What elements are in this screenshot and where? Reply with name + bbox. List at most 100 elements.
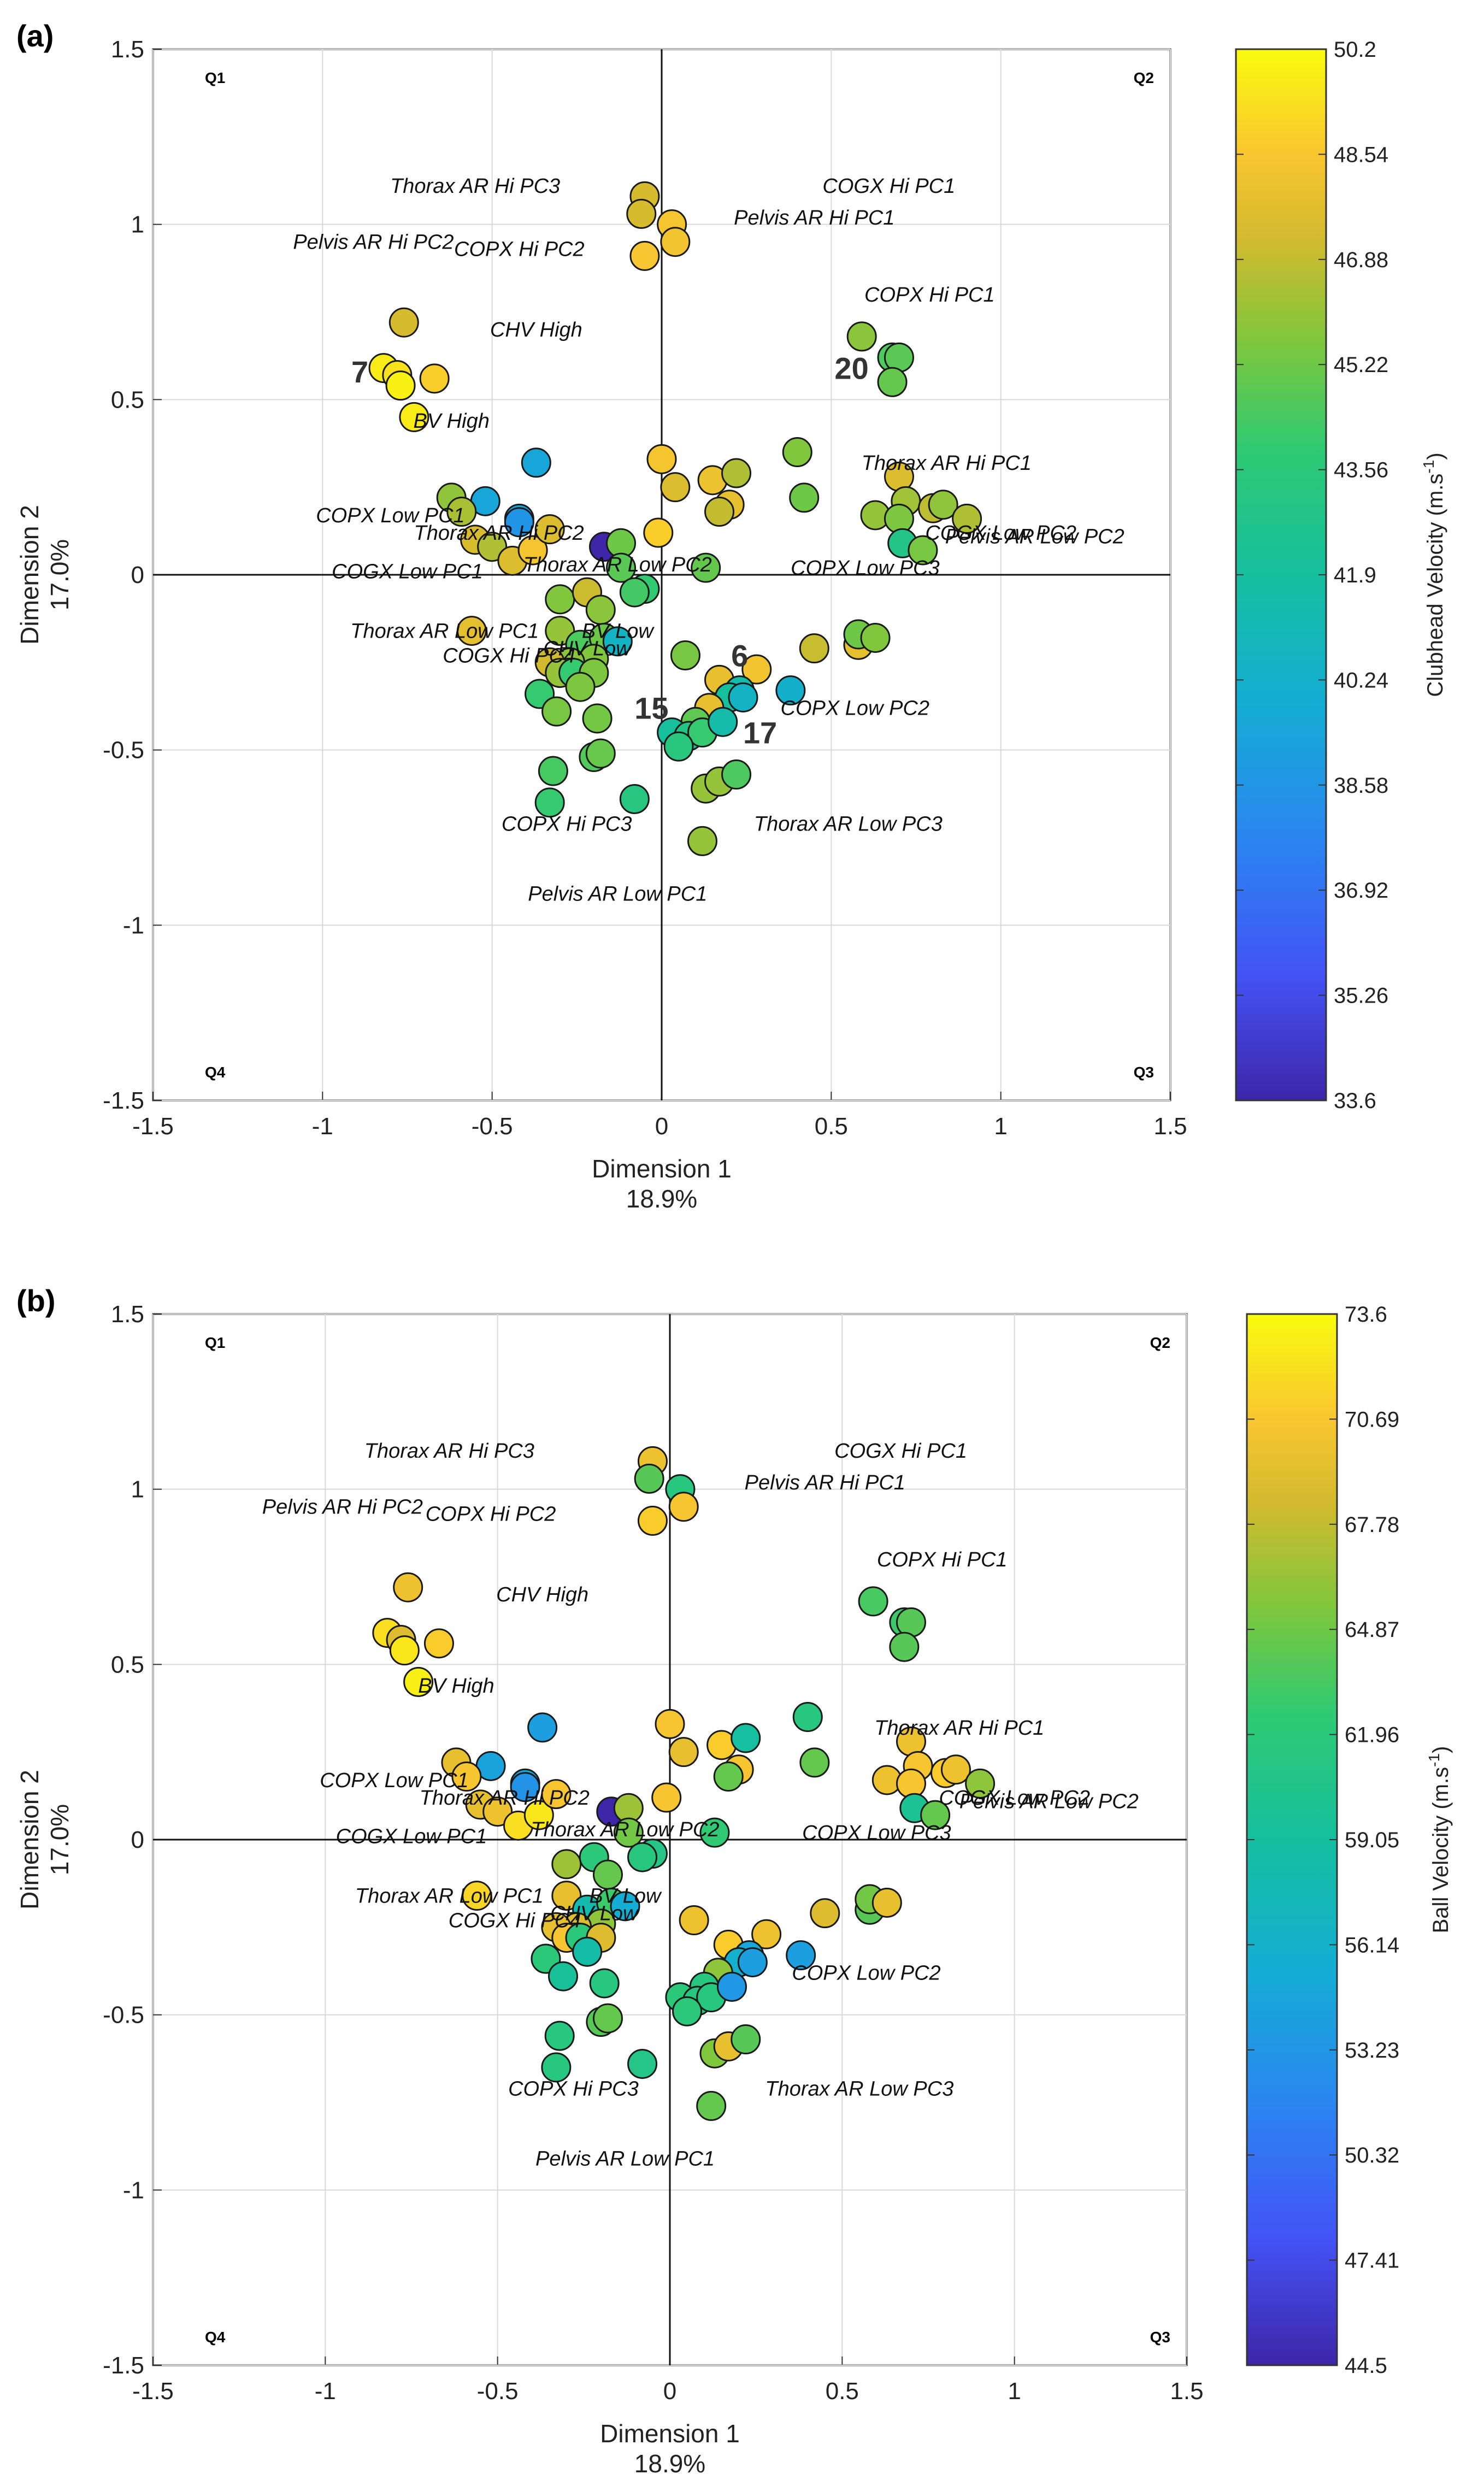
data-point	[582, 703, 613, 734]
data-point	[691, 552, 721, 583]
colorbar	[1246, 1313, 1338, 2366]
annotation-label: CHV Low	[543, 638, 632, 661]
y-axis-label: Dimension 2	[15, 1770, 44, 1910]
data-point	[504, 507, 534, 538]
data-point	[389, 1635, 420, 1666]
quadrant-label: Q2	[1134, 69, 1154, 86]
annotation-label: Pelvis AR Low PC1	[528, 883, 707, 906]
quadrant-label: Q4	[205, 1064, 226, 1081]
annotation-label: CHV Low	[550, 1902, 639, 1925]
data-point	[610, 1891, 640, 1922]
data-point	[626, 198, 657, 229]
annotation-label: COPX Hi PC1	[877, 1548, 1008, 1571]
quadrant-label: Q1	[205, 69, 225, 86]
colorbar-tick-label: 73.6	[1345, 1303, 1387, 1327]
x-tick-label: -0.5	[477, 2378, 519, 2405]
colorbar-tick-label: 67.78	[1345, 1513, 1399, 1537]
data-point	[668, 1492, 699, 1522]
colorbar	[1235, 48, 1327, 1101]
x-axis-label: Dimension 1	[592, 1154, 732, 1183]
colorbar-tick-label: 45.22	[1334, 353, 1388, 377]
annotation-label: Pelvis AR Hi PC2	[293, 231, 454, 254]
data-point	[388, 307, 419, 338]
annotation-label: CHV High	[490, 319, 582, 341]
data-point	[699, 1817, 730, 1848]
data-point	[456, 616, 487, 646]
data-point	[799, 633, 829, 664]
y-tick-label: 0	[131, 562, 144, 588]
quadrant-labels: Q1 Q2 Q3 Q4	[205, 1334, 1170, 2346]
data-point	[534, 787, 565, 818]
data-point	[627, 2048, 658, 2079]
y-axis-pct: 17.0%	[45, 1804, 74, 1875]
data-point	[565, 671, 596, 702]
data-point	[651, 1782, 682, 1813]
y-axis-pct: 17.0%	[45, 539, 74, 610]
data-point	[940, 1754, 971, 1785]
annotation-label: COPX Low PC1	[320, 1769, 468, 1792]
annotation-label: Thorax AR Low PC3	[754, 812, 943, 835]
annotation-label: COPX Low PC2	[781, 697, 929, 720]
colorbar-tick-label: 33.6	[1334, 1089, 1376, 1113]
data-point	[721, 458, 752, 488]
colorbar-tick-label: 56.14	[1345, 1933, 1399, 1957]
y-tick-label: 1	[131, 1476, 144, 1503]
y-tick-label: 0.5	[111, 386, 144, 413]
colorbar-tick-label: 47.41	[1345, 2249, 1399, 2273]
x-tick-label: 0	[655, 1113, 668, 1140]
data-point	[510, 1772, 540, 1802]
x-tick-labels: -1.5 -1 -0.5 0 0.5 1 1.5	[132, 1113, 1187, 1140]
x-tick-label: 1.5	[1170, 2378, 1203, 2405]
participant-label: 7	[351, 355, 368, 389]
data-point	[789, 482, 820, 513]
panel-a: (a) -1.5 -1 -0.5 0 0.5 1 1.5 -1.5 -1 -0.5 0 0.5 1 1.…	[15, 19, 1447, 1213]
annotation-label: Thorax AR Hi PC3	[364, 1440, 534, 1463]
colorbar-tick-label: 36.92	[1334, 879, 1388, 903]
data-point	[613, 1817, 644, 1848]
data-point	[810, 1898, 840, 1929]
data-point	[637, 1505, 668, 1536]
participant-label: 15	[634, 691, 668, 726]
colorbar-tick-label: 70.69	[1345, 1407, 1399, 1431]
data-point	[687, 826, 717, 856]
data-point	[446, 497, 477, 527]
x-axis-pct: 18.9%	[626, 1185, 697, 1213]
colorbar-ticks: 50.2 48.54 46.88 45.22 43.56 41.9 40.24 38.58 36…	[1236, 38, 1388, 1113]
data-point	[399, 402, 429, 432]
quadrant-labels: Q1 Q2 Q3 Q4	[205, 69, 1154, 1081]
colorbar-tick-label: 59.05	[1345, 1828, 1399, 1852]
y-tick-label: -1	[123, 2177, 144, 2204]
colorbar-label: Clubhead Velocity (m.s-1)	[1420, 452, 1447, 697]
x-tick-label: -1	[312, 1113, 333, 1140]
y-tick-label: 1.5	[111, 36, 144, 63]
quadrant-label: Q2	[1150, 1334, 1170, 1351]
y-tick-label: 0.5	[111, 1651, 144, 1678]
data-point	[871, 1887, 902, 1918]
data-point	[521, 447, 551, 478]
data-point	[792, 1702, 823, 1733]
annotation-label: Pelvis AR Low PC2	[959, 1790, 1139, 1813]
data-point	[551, 1849, 582, 1880]
data-point	[403, 1666, 434, 1697]
y-tick-label: -1.5	[103, 2352, 144, 2379]
x-tick-label: 1	[1008, 2378, 1021, 2405]
data-point	[451, 1762, 482, 1792]
data-point	[655, 1709, 685, 1739]
annotation-label: COPX Hi PC1	[864, 284, 995, 307]
data-point	[643, 517, 674, 548]
data-point	[541, 2052, 572, 2083]
data-points	[368, 181, 982, 856]
data-point	[858, 1586, 888, 1617]
data-point	[704, 497, 735, 527]
y-tick-label: 1.5	[111, 1301, 144, 1328]
y-tick-labels: -1.5 -1 -0.5 0 0.5 1 1.5	[103, 36, 144, 1114]
data-point	[782, 437, 812, 468]
data-point	[551, 1881, 582, 1911]
data-point	[717, 1971, 747, 2002]
annotation-label: COGX Low PC1	[336, 1825, 487, 1848]
data-point	[629, 240, 660, 271]
colorbar-tick-label: 44.5	[1345, 2354, 1387, 2378]
x-tick-labels: -1.5 -1 -0.5 0 0.5 1 1.5	[132, 2378, 1204, 2405]
data-point	[619, 577, 650, 608]
